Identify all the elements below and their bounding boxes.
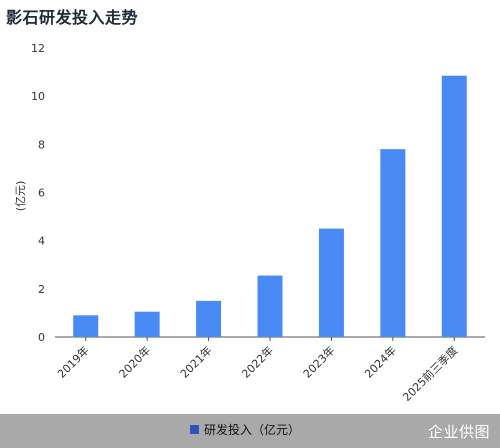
- bar-4: [318, 228, 344, 337]
- x-tick-label: 2022年: [239, 343, 276, 380]
- footer-band: 企业供图: [0, 414, 500, 448]
- watermark-logo: 企业供图: [427, 423, 490, 441]
- bar-1: [134, 311, 160, 337]
- y-tick-label: 6: [38, 187, 45, 200]
- bar-3: [257, 275, 283, 337]
- legend: 研发投入（亿元）: [190, 421, 300, 438]
- x-tick-label: 2021年: [177, 343, 214, 380]
- legend-swatch: [190, 425, 199, 434]
- bars: [73, 75, 467, 337]
- y-tick-label: 12: [31, 42, 45, 55]
- y-axis-ticks: 0 2 4 6 8 10 12: [31, 42, 45, 344]
- x-tick-label: 2025前三季度: [400, 343, 461, 404]
- x-tick-label: 2023年: [300, 343, 337, 380]
- x-tick-label: 2024年: [362, 343, 399, 380]
- legend-label: 研发投入（亿元）: [204, 423, 301, 437]
- x-axis-ticks: 2019年 2020年 2021年 2022年 2023年 2024年 2025前三季度: [54, 337, 460, 404]
- y-tick-label: 0: [38, 331, 45, 344]
- chart: (亿元) 0 2 4 6 8 10 12 2019年 2020年 2021年 2022年 2023年…: [14, 42, 485, 404]
- x-tick-label: 2020年: [116, 343, 153, 380]
- x-tick-label: 2019年: [54, 343, 91, 380]
- bar-6: [441, 75, 467, 337]
- bar-2: [196, 300, 222, 337]
- bar-0: [73, 315, 99, 337]
- y-tick-label: 2: [38, 283, 45, 296]
- y-axis-label: (亿元): [14, 181, 27, 212]
- y-tick-label: 10: [31, 90, 45, 103]
- page-title: 影石研发投入走势: [6, 8, 139, 27]
- bar-5: [380, 149, 406, 337]
- y-tick-label: 4: [38, 235, 45, 248]
- y-tick-label: 8: [38, 138, 45, 151]
